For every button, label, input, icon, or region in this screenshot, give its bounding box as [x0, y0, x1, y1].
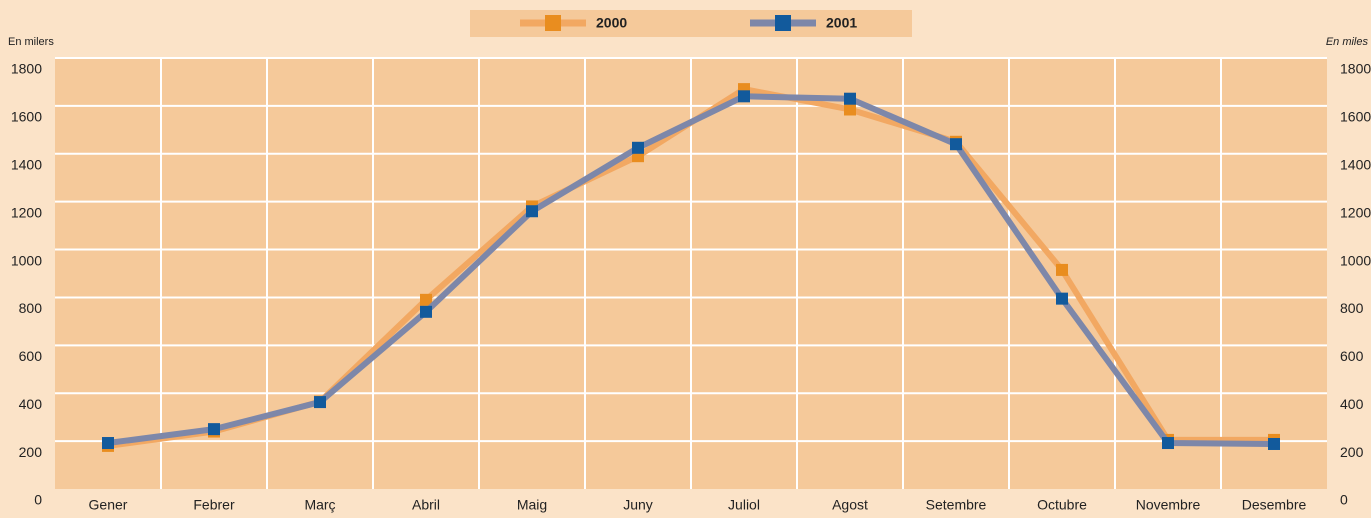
data-marker — [844, 92, 856, 105]
x-tick-label: Desembre — [1242, 497, 1307, 513]
data-marker — [1056, 292, 1068, 305]
data-marker — [526, 205, 538, 218]
x-tick-label: Gener — [89, 497, 128, 513]
y-tick-label: 0 — [34, 492, 42, 508]
x-tick-label: Agost — [832, 497, 868, 513]
data-marker — [1056, 263, 1068, 276]
y-tick-label: 800 — [19, 300, 43, 316]
y-tick-label: 1400 — [11, 156, 42, 172]
data-marker — [1162, 437, 1174, 450]
y2-tick-label: 400 — [1340, 396, 1364, 412]
data-marker — [314, 396, 326, 409]
y2-tick-label: 1600 — [1340, 109, 1371, 125]
series-line — [107, 93, 1275, 447]
legend-marker — [545, 15, 561, 31]
x-tick-label: Juliol — [728, 497, 760, 513]
data-marker — [208, 423, 220, 436]
y-tick-label: 1200 — [11, 204, 42, 220]
data-marker — [420, 305, 432, 318]
legend-marker — [775, 15, 791, 31]
y2-axis-label: En miles — [1326, 36, 1369, 48]
x-tick-label: Abril — [412, 497, 440, 513]
legend-label: 2000 — [596, 15, 627, 31]
y2-tick-label: 1200 — [1340, 204, 1371, 220]
y2-tick-label: 600 — [1340, 348, 1364, 364]
x-tick-label: Juny — [623, 497, 653, 513]
data-marker — [632, 141, 644, 154]
y2-tick-label: 0 — [1340, 492, 1348, 508]
data-marker — [102, 437, 114, 450]
y-tick-label: 1600 — [11, 109, 42, 125]
data-marker — [738, 90, 750, 103]
x-tick-label: Març — [304, 497, 335, 513]
y2-tick-label: 1800 — [1340, 61, 1371, 77]
y2-tick-label: 200 — [1340, 444, 1364, 460]
y2-tick-label: 1000 — [1340, 252, 1371, 268]
x-tick-label: Octubre — [1037, 497, 1087, 513]
y-tick-label: 1800 — [11, 61, 42, 77]
y-axis-label: En milers — [8, 36, 54, 48]
data-marker — [844, 103, 856, 116]
x-tick-label: Maig — [517, 497, 547, 513]
x-tick-label: Novembre — [1136, 497, 1201, 513]
x-tick-label: Febrer — [193, 497, 235, 513]
y-tick-label: 200 — [19, 444, 43, 460]
data-marker — [1268, 437, 1280, 450]
y-tick-label: 1000 — [11, 252, 42, 268]
data-marker — [950, 138, 962, 151]
y-tick-label: 600 — [19, 348, 43, 364]
x-tick-label: Setembre — [926, 497, 987, 513]
y-tick-label: 400 — [19, 396, 43, 412]
legend-label: 2001 — [826, 15, 857, 31]
data-marker — [420, 293, 432, 306]
y2-tick-label: 1400 — [1340, 156, 1371, 172]
y2-tick-label: 800 — [1340, 300, 1364, 316]
